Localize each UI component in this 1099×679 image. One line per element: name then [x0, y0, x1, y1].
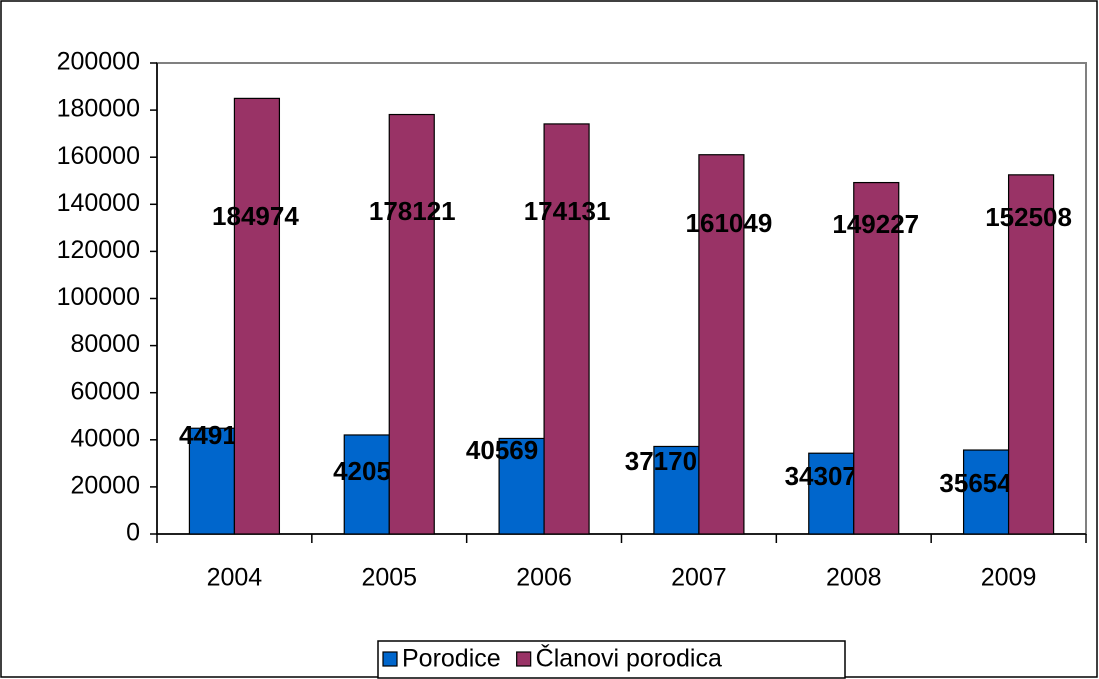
plot-area — [156, 62, 1087, 535]
value-label: 37170 — [625, 446, 697, 476]
y-tick-label: 160000 — [57, 142, 140, 170]
bar — [962, 449, 1010, 535]
value-label: 184974 — [212, 201, 299, 231]
y-tick-label: 180000 — [57, 95, 140, 123]
legend-swatch — [516, 651, 532, 667]
bar — [808, 452, 855, 535]
x-tick-label: 2005 — [361, 564, 417, 592]
y-tick-label: 100000 — [57, 283, 140, 311]
bar — [698, 154, 745, 535]
bar — [343, 434, 390, 535]
value-label: 178121 — [369, 196, 456, 226]
value-label: 149227 — [832, 209, 919, 239]
bar — [543, 123, 590, 535]
y-tick-label: 120000 — [57, 236, 140, 264]
value-label: 34307 — [785, 461, 857, 491]
legend-swatch — [382, 651, 398, 667]
bar — [853, 181, 900, 535]
legend-label: Članovi porodica — [536, 644, 722, 673]
legend — [377, 640, 846, 679]
y-tick-label: 0 — [126, 519, 140, 547]
y-tick-label: 140000 — [57, 189, 140, 217]
x-tick-label: 2004 — [207, 564, 263, 592]
value-label: 35654 — [939, 468, 1012, 498]
x-tick-label: 2009 — [981, 564, 1037, 592]
x-tick-label: 2007 — [671, 564, 727, 592]
y-tick-label: 80000 — [70, 330, 140, 358]
x-tick-label: 2006 — [516, 564, 572, 592]
bar — [233, 97, 281, 535]
y-tick-label: 20000 — [70, 472, 140, 500]
y-tick-label: 200000 — [57, 48, 140, 76]
x-tick-label: 2008 — [826, 564, 882, 592]
bar — [653, 445, 700, 535]
y-tick-label: 40000 — [70, 424, 140, 452]
value-label: 161049 — [686, 208, 773, 238]
legend-label: Porodice — [402, 645, 501, 673]
bar — [388, 113, 435, 535]
value-label: 40569 — [466, 435, 538, 465]
value-label: 152508 — [985, 202, 1072, 232]
bar — [188, 427, 236, 535]
value-label: 174131 — [524, 196, 611, 226]
y-tick-label: 60000 — [70, 377, 140, 405]
bar — [1007, 174, 1055, 535]
